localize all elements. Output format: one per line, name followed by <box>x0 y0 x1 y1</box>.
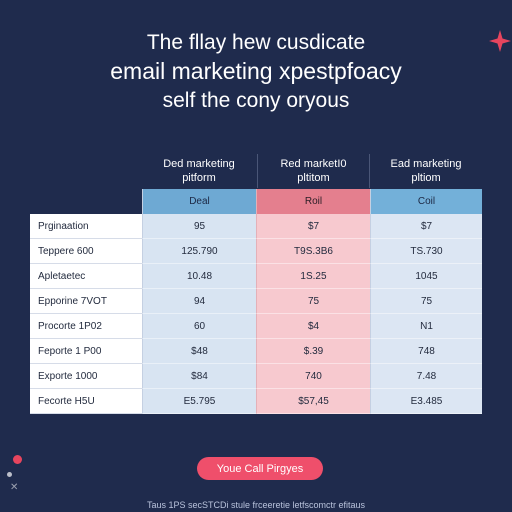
table-cell: 75 <box>370 289 482 314</box>
column-headers: Ded marketing pitform Red marketI0 pltit… <box>0 154 512 188</box>
column-header-2: Red marketI0 pltitom <box>257 154 370 188</box>
headline-line-2: email marketing xpestpfoacy <box>110 58 402 84</box>
table-row: Fecorte H5U E5.795 $57,45 E3.485 <box>30 389 482 414</box>
table-cell: $57,45 <box>256 389 370 414</box>
sparkle-icon <box>489 30 511 52</box>
column-subheader-2: Roil <box>256 189 370 214</box>
column-header-3: Ead marketing pltiom <box>390 158 462 184</box>
table-corner <box>30 189 142 214</box>
column-header-1: Ded marketing pitform <box>163 158 235 184</box>
table-cell: E5.795 <box>142 389 256 414</box>
table-cell: 7.48 <box>370 364 482 389</box>
table-row: Epporine 7VOT 94 75 75 <box>30 289 482 314</box>
cta-button[interactable]: Youe Call Pirgyes <box>197 457 323 480</box>
table-cell: $7 <box>370 214 482 239</box>
table-row: Exporte 1000 $84 740 7.48 <box>30 364 482 389</box>
decor-cross-icon: ✕ <box>10 482 19 493</box>
row-label: Exporte 1000 <box>30 364 142 389</box>
row-label: Epporine 7VOT <box>30 289 142 314</box>
column-subheader-1: Deal <box>142 189 256 214</box>
table-cell: 1S.25 <box>256 264 370 289</box>
table-cell: 95 <box>142 214 256 239</box>
table-cell: $7 <box>256 214 370 239</box>
table-cell: 75 <box>256 289 370 314</box>
column-subheader-3: Coil <box>370 189 482 214</box>
table-row: Teppere 600 125.790 T9S.3B6 TS.730 <box>30 239 482 264</box>
table-row: Apletaetec 10.48 1S.25 1045 <box>30 264 482 289</box>
table-row: Feporte 1 P00 $48 $.39 748 <box>30 339 482 364</box>
headline-line-3: self the cony oryous <box>162 89 350 112</box>
comparison-table: Deal Roil Coil Prginaation 95 $7 $7 Tepp… <box>30 189 482 414</box>
table-cell: TS.730 <box>370 239 482 264</box>
footer-text: Taus 1PS secSTCDi stule frceeretie letfs… <box>146 500 366 510</box>
table-cell: $.39 <box>256 339 370 364</box>
headline: The fllay hew cusdicate email marketing … <box>0 28 512 115</box>
table-cell: 60 <box>142 314 256 339</box>
table-cell: $48 <box>142 339 256 364</box>
table-subheader-row: Deal Roil Coil <box>30 189 482 214</box>
row-label: Apletaetec <box>30 264 142 289</box>
table-cell: T9S.3B6 <box>256 239 370 264</box>
table-cell: E3.485 <box>370 389 482 414</box>
table-cell: 740 <box>256 364 370 389</box>
table-cell: 10.48 <box>142 264 256 289</box>
row-label: Feporte 1 P00 <box>30 339 142 364</box>
table-row: Prginaation 95 $7 $7 <box>30 214 482 239</box>
decor-dot-red <box>13 455 22 464</box>
headline-line-1: The fllay hew cusdicate <box>146 31 366 54</box>
row-label: Fecorte H5U <box>30 389 142 414</box>
table-cell: $4 <box>256 314 370 339</box>
table-cell: 94 <box>142 289 256 314</box>
table-cell: 125.790 <box>142 239 256 264</box>
row-label: Teppere 600 <box>30 239 142 264</box>
table-cell: N1 <box>370 314 482 339</box>
decor-dot-white <box>7 472 12 477</box>
table-cell: $84 <box>142 364 256 389</box>
table-row: Procorte 1P02 60 $4 N1 <box>30 314 482 339</box>
row-label: Procorte 1P02 <box>30 314 142 339</box>
table-cell: 748 <box>370 339 482 364</box>
table-cell: 1045 <box>370 264 482 289</box>
row-label: Prginaation <box>30 214 142 239</box>
